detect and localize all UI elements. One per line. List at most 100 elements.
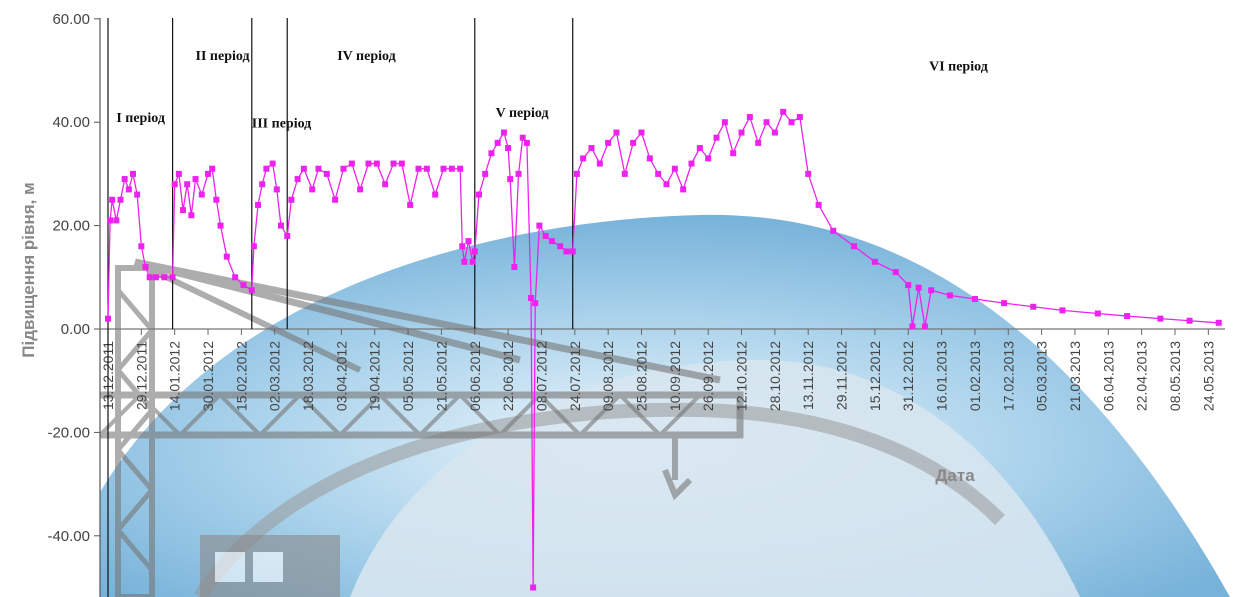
data-point: [1157, 315, 1164, 322]
data-point: [519, 134, 526, 141]
data-point: [117, 196, 124, 203]
data-point: [573, 170, 580, 177]
x-tick-label: 22.04.2013: [1134, 341, 1150, 411]
data-point: [511, 263, 518, 270]
data-point: [175, 170, 182, 177]
data-point: [851, 243, 858, 250]
data-point: [738, 129, 745, 136]
x-tick-label: 03.04.2012: [333, 341, 349, 411]
data-point: [138, 243, 145, 250]
data-point: [721, 119, 728, 126]
data-point: [630, 139, 637, 146]
data-point: [232, 274, 239, 281]
data-point: [655, 170, 662, 177]
x-tick-label: 06.04.2013: [1100, 341, 1116, 411]
period-label: V період: [496, 106, 549, 121]
data-point: [613, 129, 620, 136]
x-tick-label: 26.09.2012: [700, 341, 716, 411]
data-point: [536, 222, 543, 229]
data-point: [198, 191, 205, 198]
data-point: [250, 243, 257, 250]
data-point: [332, 196, 339, 203]
data-point: [113, 217, 120, 224]
period-label: ІІ період: [196, 49, 250, 64]
x-tick-label: 05.05.2012: [400, 341, 416, 411]
data-point: [323, 170, 330, 177]
x-tick-label: 21.05.2012: [433, 341, 449, 411]
data-point: [284, 232, 291, 239]
y-tick-label: 0.00: [61, 321, 90, 338]
data-point: [240, 282, 247, 289]
data-point: [542, 232, 549, 239]
data-point: [340, 165, 347, 172]
data-point: [730, 150, 737, 157]
data-point: [569, 248, 576, 255]
data-point: [105, 315, 111, 322]
data-point: [134, 191, 141, 198]
data-point: [532, 300, 539, 307]
data-point: [465, 238, 472, 245]
data-point: [273, 186, 280, 193]
x-tick-label: 05.03.2013: [1034, 341, 1050, 411]
data-point: [469, 258, 476, 265]
data-point: [830, 227, 837, 234]
data-point: [180, 207, 187, 214]
data-point: [161, 274, 168, 281]
data-point: [171, 181, 178, 188]
data-point: [663, 181, 670, 188]
period-label: ІІІ період: [252, 116, 311, 131]
data-point: [125, 186, 132, 193]
data-point: [269, 160, 276, 167]
x-tick-label: 29.12.2011: [133, 341, 149, 410]
x-tick-label: 06.06.2012: [467, 341, 483, 411]
data-point: [928, 287, 935, 294]
data-point: [309, 186, 316, 193]
x-tick-label: 16.01.2013: [934, 341, 950, 411]
y-tick-label: 20.00: [52, 218, 90, 235]
data-point: [121, 176, 128, 183]
data-point: [488, 150, 495, 157]
data-point: [523, 139, 530, 146]
x-tick-label: 13.11.2012: [800, 341, 816, 410]
data-point: [373, 160, 380, 167]
x-tick-label: 08.07.2012: [533, 341, 549, 411]
data-point: [294, 176, 301, 183]
x-tick-label: 01.02.2013: [967, 341, 983, 411]
data-point: [746, 114, 753, 121]
x-tick-label: 02.03.2012: [267, 341, 283, 411]
data-point: [1215, 319, 1222, 326]
data-point: [815, 201, 822, 208]
data-point: [1186, 317, 1193, 324]
data-point: [169, 274, 176, 281]
series-layer: [105, 108, 1222, 591]
data-point: [621, 170, 628, 177]
data-point: [382, 181, 389, 188]
x-tick-label: 09.08.2012: [600, 341, 616, 411]
x-tick-label: 22.06.2012: [500, 341, 516, 411]
data-point: [448, 165, 455, 172]
data-point: [415, 165, 422, 172]
data-point: [432, 191, 439, 198]
x-tick-label: 21.03.2013: [1067, 341, 1083, 411]
data-point: [142, 263, 149, 270]
data-point: [471, 248, 478, 255]
data-point: [788, 119, 795, 126]
data-point: [1030, 303, 1037, 310]
data-point: [259, 181, 266, 188]
period-label: IV період: [337, 49, 395, 64]
x-tick-label: 24.05.2013: [1200, 341, 1216, 411]
data-point: [494, 139, 501, 146]
data-point: [563, 248, 570, 255]
y-tick-label: -20.00: [47, 424, 90, 441]
data-point: [921, 323, 928, 330]
data-point: [755, 139, 762, 146]
data-point: [1124, 313, 1131, 320]
x-axis-ticks: 13.12.2011 29.12.2011 14.01.2012 30.01.2012…: [100, 329, 1216, 411]
data-point: [184, 181, 191, 188]
x-tick-label: 25.08.2012: [633, 341, 649, 411]
data-point: [1094, 310, 1101, 317]
x-tick-label: 31.12.2012: [900, 341, 916, 411]
data-point: [946, 292, 953, 299]
data-point: [277, 222, 284, 229]
